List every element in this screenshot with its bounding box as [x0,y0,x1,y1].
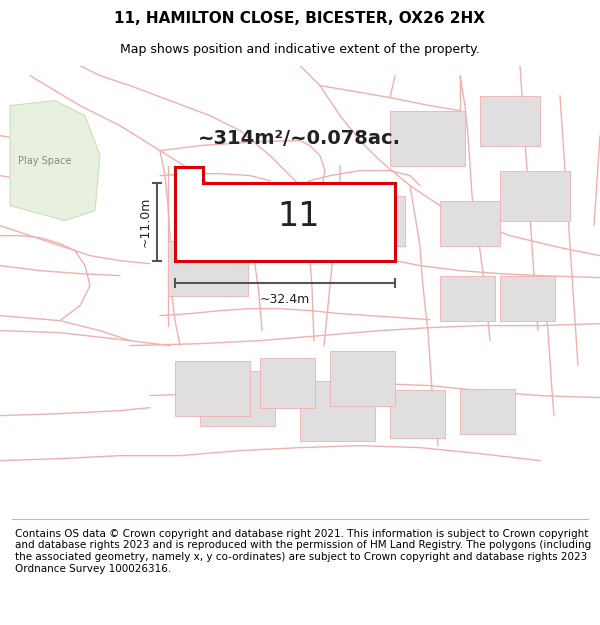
Bar [480,96,540,146]
Text: Contains OS data © Crown copyright and database right 2021. This information is : Contains OS data © Crown copyright and d… [15,529,591,574]
Text: ~11.0m: ~11.0m [139,196,152,247]
Bar [260,357,315,408]
Polygon shape [175,167,395,261]
Bar [500,276,555,321]
Text: 11: 11 [278,200,320,233]
Text: ~314m²/~0.078ac.: ~314m²/~0.078ac. [197,129,401,148]
Bar [460,389,515,434]
Bar [330,351,395,406]
Text: Play Space: Play Space [19,156,71,166]
Bar [200,371,275,426]
Bar [390,111,465,166]
Bar [168,241,248,296]
Bar [440,276,495,321]
Text: 11, HAMILTON CLOSE, BICESTER, OX26 2HX: 11, HAMILTON CLOSE, BICESTER, OX26 2HX [115,11,485,26]
Bar [440,201,500,246]
Bar [300,381,375,441]
Bar [175,361,250,416]
Text: ~32.4m: ~32.4m [260,292,310,306]
Bar [390,389,445,438]
Bar [350,196,405,246]
Polygon shape [10,101,100,221]
Bar [500,171,570,221]
Text: Map shows position and indicative extent of the property.: Map shows position and indicative extent… [120,42,480,56]
